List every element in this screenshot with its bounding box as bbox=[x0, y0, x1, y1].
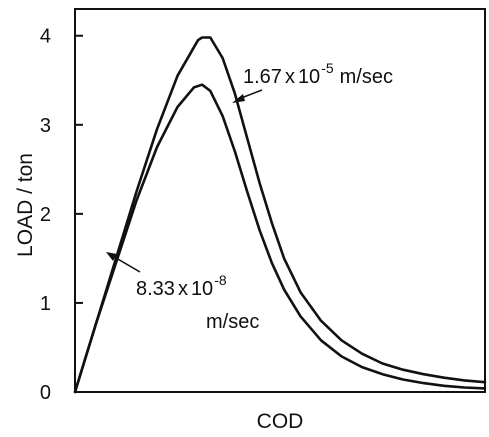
annotation-fast-unit: m/sec bbox=[340, 66, 393, 88]
annotation-fast-arrowhead bbox=[232, 94, 245, 103]
y-tick-label: 3 bbox=[40, 115, 51, 137]
annotation-slow-arrowhead bbox=[106, 252, 117, 261]
annotation-slow-arrow-shaft bbox=[110, 254, 141, 273]
annotation-fast-base: 10 bbox=[298, 66, 320, 88]
y-tick-label: 0 bbox=[40, 382, 51, 404]
annotation-slow-times: x bbox=[178, 278, 188, 300]
annotation-slow: 8.33 x 10-8 m/sec bbox=[106, 252, 259, 333]
y-ticks: 0 1 2 3 4 bbox=[40, 26, 83, 404]
annotation-fast: 1.67 x 10-5 m/sec bbox=[232, 60, 393, 103]
y-tick-label: 1 bbox=[40, 293, 51, 315]
annotation-slow-text: 8.33 x 10-8 bbox=[136, 272, 227, 300]
annotation-fast-coef: 1.67 bbox=[243, 66, 282, 88]
annotation-slow-exponent: -8 bbox=[214, 272, 227, 288]
series-line-slow bbox=[73, 83, 487, 394]
annotation-slow-base: 10 bbox=[191, 278, 213, 300]
annotation-fast-text: 1.67 x 10-5 m/sec bbox=[243, 60, 393, 88]
annotation-fast-times: x bbox=[285, 66, 295, 88]
y-tick-label: 2 bbox=[40, 204, 51, 226]
y-axis-label: LOAD / ton bbox=[14, 153, 37, 257]
series-line-fast bbox=[73, 36, 487, 394]
annotation-slow-unit: m/sec bbox=[206, 311, 259, 333]
series-group bbox=[73, 36, 487, 394]
annotation-slow-coef: 8.33 bbox=[136, 278, 175, 300]
y-tick-label: 4 bbox=[40, 26, 51, 48]
annotation-fast-exponent: -5 bbox=[321, 60, 334, 76]
plot-frame bbox=[74, 8, 486, 393]
x-axis-label: COD bbox=[257, 410, 304, 433]
